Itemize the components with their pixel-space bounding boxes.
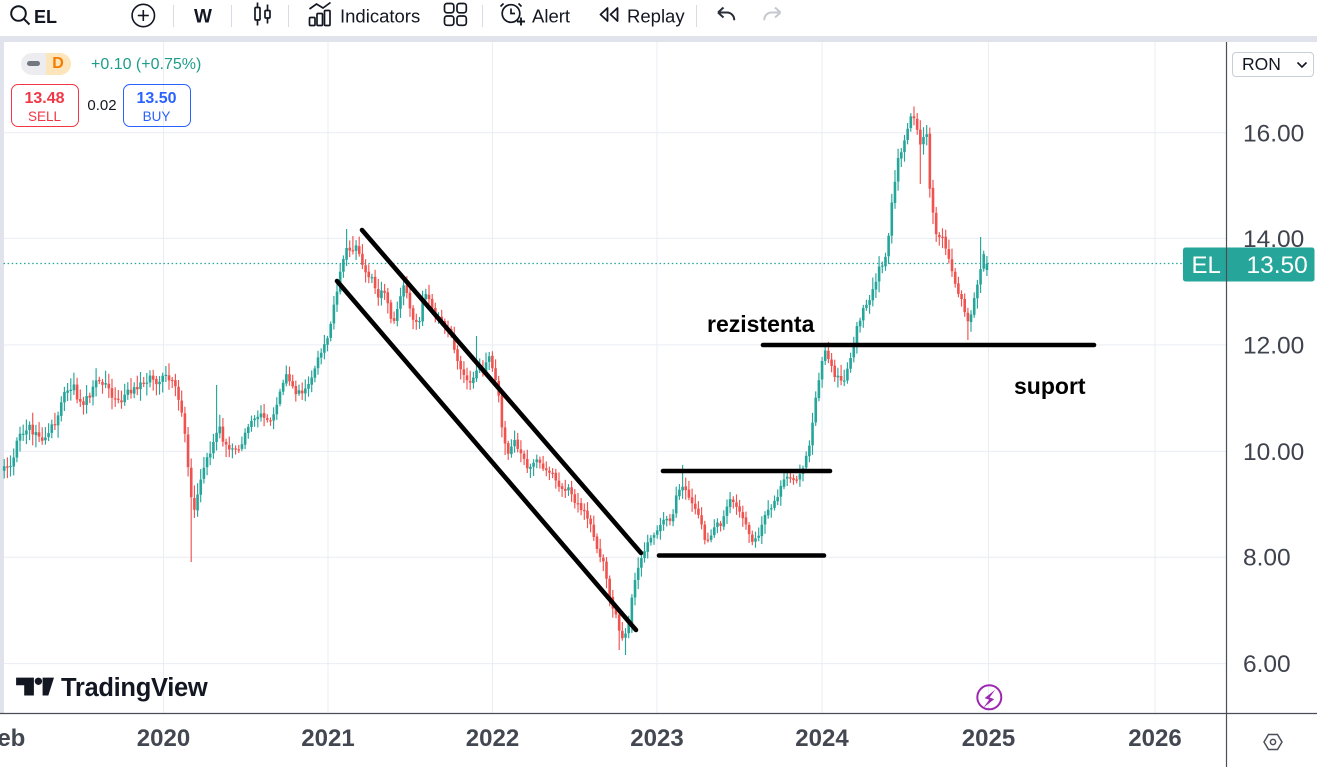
svg-text:2022: 2022 (466, 725, 519, 752)
svg-text:suport: suport (1014, 373, 1086, 399)
svg-text:16.00: 16.00 (1243, 120, 1304, 147)
svg-text:Indicators: Indicators (340, 6, 420, 27)
svg-text:2025: 2025 (962, 725, 1015, 752)
svg-text:W: W (194, 7, 212, 28)
svg-text:EL: EL (1192, 252, 1221, 279)
svg-text:6.00: 6.00 (1243, 651, 1291, 678)
svg-text:2024: 2024 (795, 725, 849, 752)
svg-text:2020: 2020 (137, 725, 190, 752)
svg-text:Feb: Feb (0, 725, 25, 752)
svg-text:13.50: 13.50 (1247, 252, 1308, 279)
svg-text:rezistenta: rezistenta (707, 311, 815, 337)
svg-text:TradingView: TradingView (61, 674, 208, 702)
svg-text:Replay: Replay (627, 6, 685, 27)
svg-text:8.00: 8.00 (1243, 545, 1291, 572)
svg-text:12.00: 12.00 (1243, 332, 1304, 359)
svg-text:2026: 2026 (1128, 725, 1181, 752)
svg-text:2023: 2023 (630, 725, 683, 752)
svg-text:Alert: Alert (532, 6, 570, 27)
svg-text:10.00: 10.00 (1243, 439, 1304, 466)
svg-text:2021: 2021 (301, 725, 354, 752)
svg-text:EL: EL (34, 7, 57, 27)
